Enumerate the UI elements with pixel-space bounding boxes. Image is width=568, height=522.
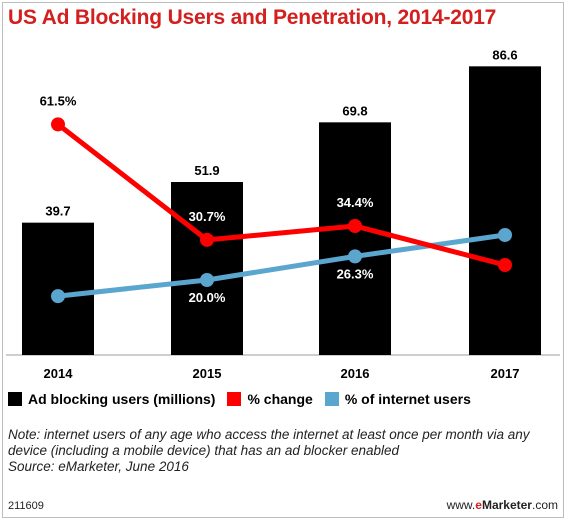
change-point-2015	[200, 232, 214, 247]
internet-line	[55, 232, 508, 299]
legend-label-internet: % of internet users	[344, 391, 471, 407]
internet-label-2014: 15.7%	[40, 306, 77, 321]
chart-note: Note: internet users of any age who acce…	[8, 427, 556, 475]
internet-point-2014	[51, 289, 65, 304]
legend-swatch-change	[227, 392, 242, 406]
internet-point-2017	[498, 228, 512, 242]
bar-2014	[22, 222, 94, 355]
brand-prefix: www.	[446, 498, 476, 512]
internet-label-2016: 26.3%	[337, 266, 374, 281]
chart-legend: Ad blocking users (millions) % change % …	[8, 389, 483, 409]
bar-2016	[319, 122, 391, 355]
change-line	[55, 121, 508, 268]
change-point-2017	[498, 258, 512, 272]
bar-label-2016: 69.8	[342, 103, 367, 118]
bar-label-2017: 86.6	[492, 47, 517, 62]
internet-point-2016	[348, 249, 362, 264]
x-tick-2017: 2017	[491, 366, 520, 381]
chart-id: 211609	[8, 500, 44, 512]
bar-label-2015: 51.9	[194, 163, 219, 178]
source-text: Source: eMarketer, June 2016	[8, 459, 189, 474]
brand-e: e	[475, 498, 482, 512]
change-label-2017: 24.0%	[487, 275, 524, 290]
note-text: Note: internet users of any age who acce…	[8, 427, 530, 458]
change-label-2014: 61.5%	[40, 93, 77, 108]
change-point-2014	[51, 117, 65, 132]
chart-title: US Ad Blocking Users and Penetration, 20…	[8, 6, 497, 29]
legend-item-bars: Ad blocking users (millions)	[8, 391, 215, 407]
x-tick-2016: 2016	[341, 366, 370, 381]
internet-label-2017: 32.0%	[487, 206, 524, 221]
x-tick-2015: 2015	[193, 366, 222, 381]
change-label-2016: 34.4%	[337, 195, 374, 210]
bar-2017	[469, 66, 541, 355]
change-point-2016	[348, 219, 362, 233]
legend-item-change: % change	[227, 391, 313, 407]
bar-2015	[171, 182, 243, 355]
brand-link[interactable]: www.eMarketer.com	[447, 498, 558, 512]
legend-swatch-bars	[8, 392, 22, 406]
change-label-2015: 30.7%	[189, 209, 226, 224]
internet-point-2015	[200, 273, 214, 287]
internet-label-2015: 20.0%	[189, 290, 226, 305]
legend-swatch-internet	[324, 392, 339, 406]
brand-suffix: .com	[531, 498, 558, 512]
legend-item-internet: % of internet users	[324, 391, 471, 407]
legend-label-bars: Ad blocking users (millions)	[28, 391, 216, 407]
x-tick-2014: 2014	[44, 366, 74, 381]
brand-name: Marketer	[481, 498, 532, 512]
legend-label-change: % change	[247, 391, 313, 407]
bar-label-2014: 39.7	[45, 204, 70, 219]
